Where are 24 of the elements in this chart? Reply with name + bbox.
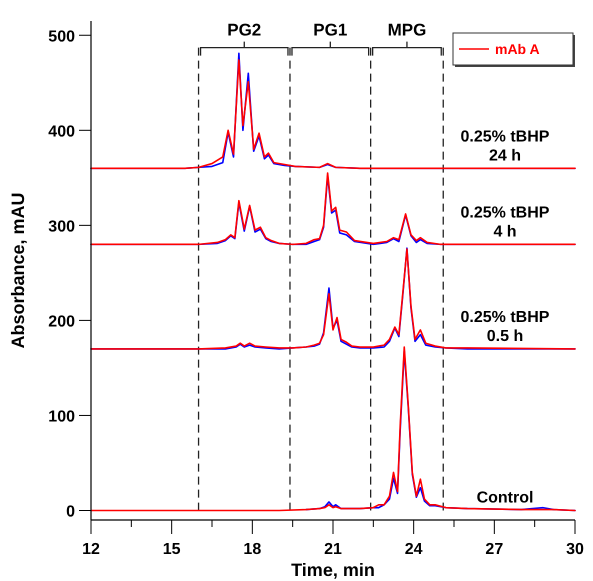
x-tick-label: 30	[566, 541, 584, 558]
y-tick-label: 300	[48, 218, 76, 236]
annotation: 0.25% tBHP 0.5 h	[460, 308, 550, 345]
x-tick-label: 21	[324, 541, 342, 558]
annotation: PG2	[227, 20, 262, 40]
y-axis-title: Absorbance, mAU	[8, 192, 28, 349]
x-tick-label: 18	[243, 541, 262, 558]
y-tick-label: 100	[48, 408, 76, 426]
annotation: 0.25% tBHP 24 h	[460, 128, 550, 164]
annotation: 0.25% tBHP 4 h	[460, 204, 550, 240]
line-series	[90, 346, 576, 512]
y-tick-label: 200	[48, 313, 76, 330]
y-tick-label: 500	[48, 28, 76, 46]
x-tick-label: 15	[162, 541, 181, 558]
x-axis-title: Time, min	[291, 560, 375, 580]
annotation: Control	[476, 489, 534, 506]
y-tick-label: 0	[66, 503, 76, 520]
y-tick-label: 400	[48, 123, 76, 140]
annotation: PG1	[313, 20, 348, 40]
legend-label: mAb A	[495, 41, 540, 57]
x-tick-label: 27	[485, 541, 504, 558]
x-tick-label: 12	[82, 541, 100, 558]
x-tick-label: 24	[404, 541, 423, 558]
annotation: MPG	[388, 20, 426, 40]
